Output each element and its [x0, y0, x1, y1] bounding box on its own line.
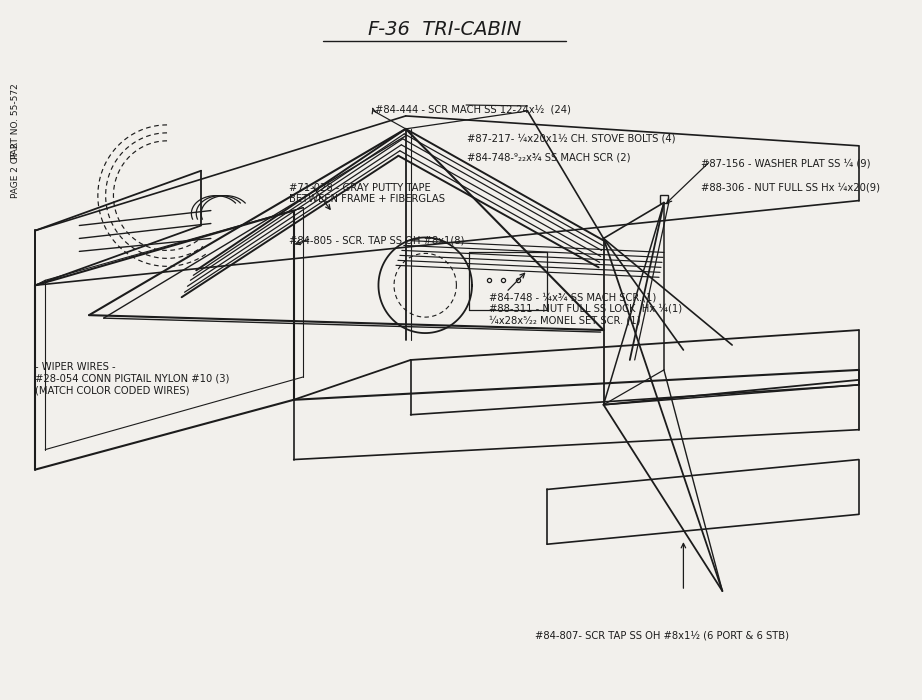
Text: - WIPER WIRES -
#28-054 CONN PIGTAIL NYLON #10 (3)
(MATCH COLOR CODED WIRES): - WIPER WIRES - #28-054 CONN PIGTAIL NYL…	[35, 362, 230, 396]
Text: #87-156 - WASHER PLAT SS ¼ (9): #87-156 - WASHER PLAT SS ¼ (9)	[701, 159, 870, 169]
Bar	[660, 195, 668, 202]
Text: PART NO. 55-572: PART NO. 55-572	[10, 83, 19, 159]
Text: #84-444 - SCR MACH SS 12-24x½  (24): #84-444 - SCR MACH SS 12-24x½ (24)	[374, 105, 571, 115]
Text: #84-748 - ¼x¾ SS MACH SCR.(1)
#88-311 - NUT FULL SS LOCK  Hx ¼(1)
¼x28x⁵⁄₂₂ MONE: #84-748 - ¼x¾ SS MACH SCR.(1) #88-311 - …	[489, 292, 681, 326]
Text: #87-217- ¼x20x1½ CH. STOVE BOLTS (4): #87-217- ¼x20x1½ CH. STOVE BOLTS (4)	[467, 134, 676, 144]
Text: F-36  TRI-CABIN: F-36 TRI-CABIN	[368, 20, 521, 38]
Text: #84-805 - SCR. TAP SS OH #8x1(8): #84-805 - SCR. TAP SS OH #8x1(8)	[289, 235, 464, 246]
Text: PAGE 2 OF 2: PAGE 2 OF 2	[10, 143, 19, 198]
Text: #71-028 - GRAY PUTTY TAPE
BETWEEN FRAME + FIBERGLAS: #71-028 - GRAY PUTTY TAPE BETWEEN FRAME …	[289, 183, 444, 204]
Text: #84-807- SCR TAP SS OH #8x1½ (6 PORT & 6 STB): #84-807- SCR TAP SS OH #8x1½ (6 PORT & 6…	[536, 631, 789, 641]
Text: #84-748-⁹₂₂x¾ SS MACH SCR (2): #84-748-⁹₂₂x¾ SS MACH SCR (2)	[467, 153, 631, 163]
Text: #88-306 - NUT FULL SS Hx ¼x20(9): #88-306 - NUT FULL SS Hx ¼x20(9)	[701, 183, 880, 193]
